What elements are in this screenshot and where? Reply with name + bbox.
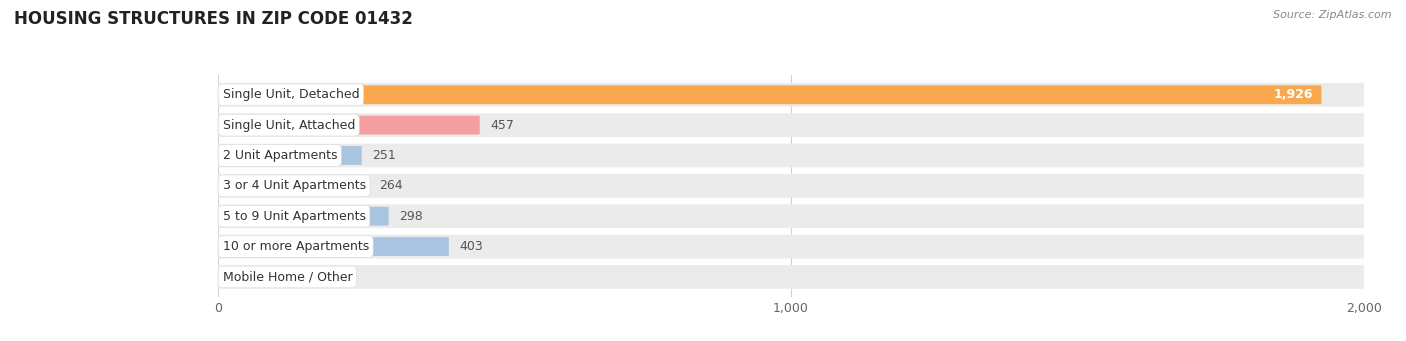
Text: 3 or 4 Unit Apartments: 3 or 4 Unit Apartments xyxy=(222,179,366,192)
Text: 264: 264 xyxy=(380,179,404,192)
Text: 10 or more Apartments: 10 or more Apartments xyxy=(222,240,368,253)
FancyBboxPatch shape xyxy=(218,144,1364,167)
Text: 5 to 9 Unit Apartments: 5 to 9 Unit Apartments xyxy=(222,210,366,223)
Text: Mobile Home / Other: Mobile Home / Other xyxy=(222,270,352,283)
Text: 2 Unit Apartments: 2 Unit Apartments xyxy=(222,149,337,162)
Text: 31: 31 xyxy=(246,270,262,283)
Text: 251: 251 xyxy=(373,149,396,162)
FancyBboxPatch shape xyxy=(218,113,1364,137)
FancyBboxPatch shape xyxy=(218,235,1364,258)
FancyBboxPatch shape xyxy=(218,204,1364,228)
FancyBboxPatch shape xyxy=(218,237,449,256)
FancyBboxPatch shape xyxy=(218,85,1322,104)
FancyBboxPatch shape xyxy=(218,174,1364,198)
FancyBboxPatch shape xyxy=(218,176,370,195)
FancyBboxPatch shape xyxy=(218,265,1364,289)
FancyBboxPatch shape xyxy=(218,116,479,135)
Text: Source: ZipAtlas.com: Source: ZipAtlas.com xyxy=(1274,10,1392,20)
FancyBboxPatch shape xyxy=(218,268,236,286)
FancyBboxPatch shape xyxy=(218,83,1364,107)
FancyBboxPatch shape xyxy=(218,146,361,165)
Text: 457: 457 xyxy=(491,119,515,132)
Text: 1,926: 1,926 xyxy=(1274,88,1313,101)
Text: HOUSING STRUCTURES IN ZIP CODE 01432: HOUSING STRUCTURES IN ZIP CODE 01432 xyxy=(14,10,413,28)
Text: 298: 298 xyxy=(399,210,423,223)
Text: Single Unit, Detached: Single Unit, Detached xyxy=(222,88,359,101)
Text: 403: 403 xyxy=(460,240,482,253)
Text: Single Unit, Attached: Single Unit, Attached xyxy=(222,119,354,132)
FancyBboxPatch shape xyxy=(218,207,388,226)
